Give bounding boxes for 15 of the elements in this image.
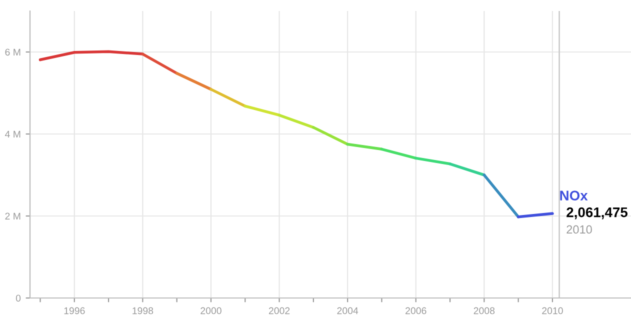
x-tick-label: 2010: [542, 307, 563, 314]
y-tick-label: 0: [16, 294, 21, 302]
x-tick-label: 2006: [406, 307, 426, 314]
x-tick-label: 1998: [132, 307, 154, 314]
x-tick-label: 2002: [268, 307, 290, 314]
annotation: 2010: [566, 225, 592, 234]
annotation: 2,061,475: [566, 207, 628, 220]
y-tick-label: 6 M: [5, 48, 20, 56]
x-tick-label: 2000: [200, 307, 222, 314]
series-label: NOx: [560, 190, 588, 200]
y-tick-label: 4 M: [4, 130, 20, 138]
y-tick-label: 2 M: [5, 212, 20, 220]
x-tick-label: 1996: [64, 307, 85, 314]
x-tick-label: 2008: [474, 307, 495, 314]
x-tick-label: 2004: [337, 307, 358, 314]
